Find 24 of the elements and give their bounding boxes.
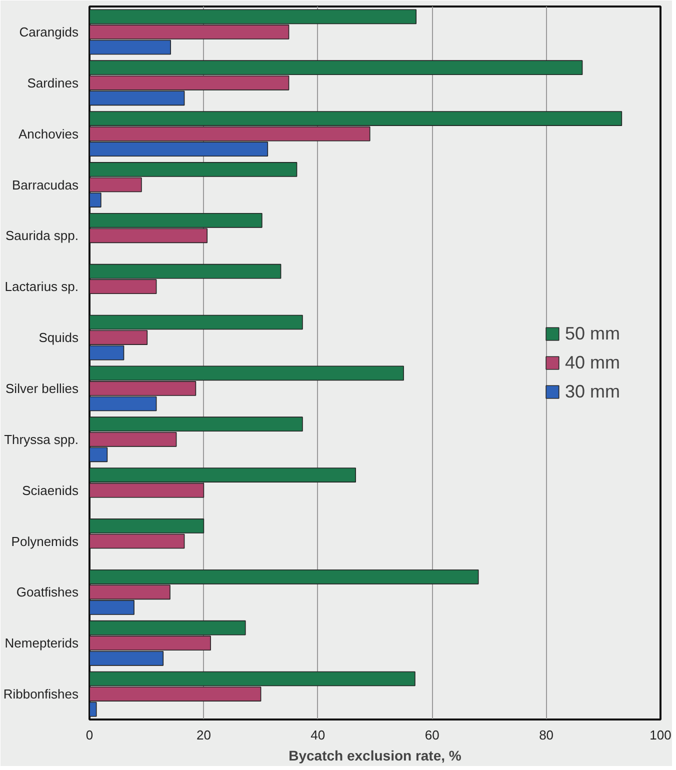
y-tick-label: Nemepterids xyxy=(4,636,79,651)
x-tick-label: 100 xyxy=(650,728,672,742)
x-tick-label: 60 xyxy=(424,728,440,742)
y-tick-label: Barracudas xyxy=(12,177,79,192)
y-tick-label: Carangids xyxy=(19,24,79,40)
y-tick-label: Sciaenids xyxy=(22,482,79,498)
y-tick-label: Thryssa spp. xyxy=(4,432,79,447)
x-tick-label: 20 xyxy=(196,728,211,742)
x-axis-title: Bycatch exclusion rate, % xyxy=(288,748,462,764)
y-tick-label: Ribbonfishes xyxy=(3,686,79,702)
y-tick-label: Sardines xyxy=(27,75,79,90)
legend-label: 30 mm xyxy=(564,381,620,402)
y-tick-label: Anchovies xyxy=(18,126,79,142)
x-tick-label: 80 xyxy=(539,728,554,742)
x-tick-label: 0 xyxy=(86,728,94,742)
y-tick-label: Lactarius sp. xyxy=(4,279,78,294)
y-tick-label: Squids xyxy=(38,330,79,346)
legend-label: 40 mm xyxy=(564,352,620,373)
x-tick-label: 40 xyxy=(310,728,326,742)
legend-label: 50 mm xyxy=(564,323,620,344)
y-tick-label: Goatfishes xyxy=(16,584,79,600)
y-tick-label: Silver bellies xyxy=(6,380,79,396)
y-tick-label: Saurida spp. xyxy=(6,228,79,244)
y-tick-label: Polynemids xyxy=(11,534,79,549)
